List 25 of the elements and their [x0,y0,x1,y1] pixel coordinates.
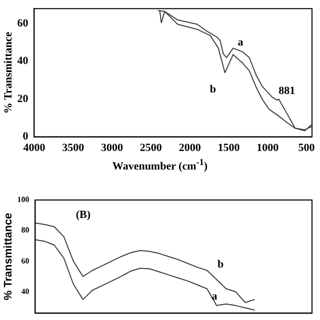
y-tick-label: 60 [21,256,30,266]
y-tick-label: 100 [17,195,30,204]
x-tick-label: 4000 [23,142,46,154]
x-tick-label: 3500 [62,142,85,154]
annotation: (B) [76,209,91,221]
x-tick-label: 3000 [101,142,124,154]
x-tick-label: 500 [298,142,316,154]
x-tick-label: 2500 [140,142,162,154]
y-tick-label: 80 [21,226,30,235]
series-label: b [217,258,224,271]
y-axis-title: % Transmittance [2,212,15,300]
x-tick-label: 1500 [218,142,240,154]
y-tick-label: 40 [17,55,29,68]
series-label: b [210,84,216,96]
x-tick-label: 2000 [178,142,202,154]
series-label: a [212,290,218,303]
series-label: a [238,36,244,49]
annotation: 881 [278,85,296,98]
y-tick-label: 60 [17,18,29,30]
y-tick-label: 20 [17,92,29,105]
x-tick-label: 1000 [256,142,280,154]
y-axis-title: % Transmittance [2,32,14,114]
y-tick-label: 0 [22,130,29,143]
y-tick-label: 40 [21,286,30,296]
x-axis-title: Wavenumber (cm$^{-1}$) [111,156,209,173]
